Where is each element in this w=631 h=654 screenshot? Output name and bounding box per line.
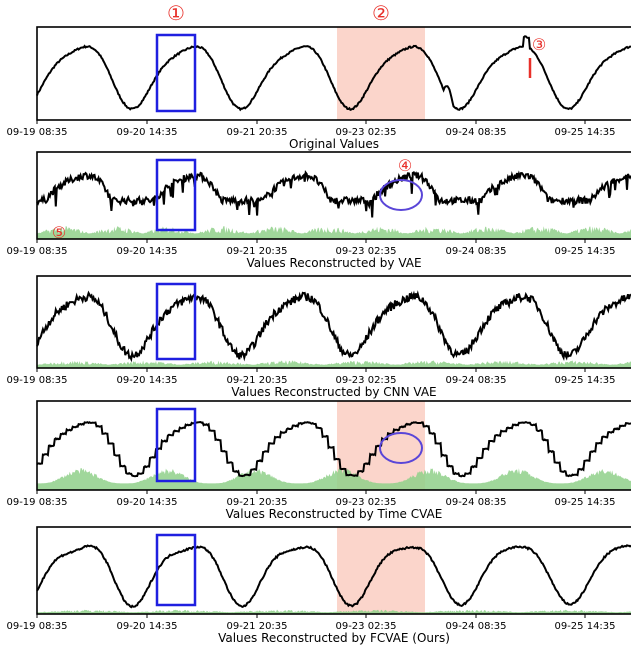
x-tick-label: 09-19 08:35 (6, 621, 67, 632)
highlight-box (155, 282, 197, 361)
marker-m3: ③ (532, 35, 546, 54)
signal-line (36, 420, 631, 478)
x-tick-label: 09-21 20:35 (226, 375, 287, 386)
shaded-region (337, 527, 425, 614)
marker-m2: ② (372, 1, 390, 25)
x-tick-label: 09-20 14:35 (116, 375, 177, 386)
signal-line (36, 35, 631, 112)
x-tick-label: 09-19 08:35 (6, 375, 67, 386)
panel-3: 09-19 08:35 09-20 14:35 09-21 20:35 09-23 0… (6, 275, 631, 399)
highlight-box (155, 533, 197, 607)
axes-frame (36, 526, 631, 615)
x-tick-label: 09-24 08:35 (445, 621, 506, 632)
panel-caption: Values Reconstructed by VAE (246, 256, 421, 270)
x-tick-label: 09-21 20:35 (226, 127, 287, 138)
signal-line (36, 170, 631, 218)
x-tick-label: 09-20 14:35 (116, 621, 177, 632)
error-area (37, 468, 631, 490)
x-tick-label: 09-25 14:35 (554, 246, 615, 257)
x-tick-label: 09-19 08:35 (6, 497, 67, 508)
panel-5: 09-19 08:35 09-20 14:35 09-21 20:35 09-23 0… (6, 526, 631, 645)
highlight-box (155, 158, 197, 232)
panel-4: 09-19 08:35 09-20 14:35 09-21 20:35 09-23 0… (6, 400, 631, 521)
signal-line (36, 544, 631, 609)
panel-caption: Values Reconstructed by Time CVAE (226, 507, 443, 521)
x-tick-label: 09-21 20:35 (226, 621, 287, 632)
x-tick-label: 09-21 20:35 (226, 246, 287, 257)
x-tick-label: 09-24 08:35 (445, 375, 506, 386)
x-tick-label: 09-19 08:35 (6, 246, 67, 257)
signal-line (36, 290, 631, 363)
x-tick-label: 09-23 02:35 (335, 497, 396, 508)
error-area (37, 609, 631, 614)
marker-m1: ① (167, 1, 185, 25)
x-tick-label: 09-20 14:35 (116, 127, 177, 138)
error-area (37, 360, 631, 368)
x-tick-label: 09-23 02:35 (335, 246, 396, 257)
x-tick-label: 09-24 08:35 (445, 127, 506, 138)
highlight-box (155, 407, 197, 483)
panel-caption: Values Reconstructed by CNN VAE (231, 385, 436, 399)
x-tick-label: 09-23 02:35 (335, 127, 396, 138)
x-tick-label: 09-20 14:35 (116, 246, 177, 257)
panel-caption: Values Reconstructed by FCVAE (Ours) (218, 631, 450, 645)
marker-m5: ⑤ (52, 223, 66, 242)
x-tick-label: 09-24 08:35 (445, 246, 506, 257)
axes-frame (36, 151, 631, 240)
x-tick-label: 09-19 08:35 (6, 127, 67, 138)
axes-frame (36, 275, 631, 369)
x-tick-label: 09-23 02:35 (335, 375, 396, 386)
axes-frame (36, 400, 631, 491)
panel-1: 09-19 08:35 09-20 14:35 09-21 20:35 09-23 0… (6, 26, 631, 151)
x-tick-label: 09-23 02:35 (335, 621, 396, 632)
error-area (37, 226, 631, 239)
x-tick-label: 09-25 14:35 (554, 497, 615, 508)
x-tick-label: 09-24 08:35 (445, 497, 506, 508)
x-tick-label: 09-25 14:35 (554, 127, 615, 138)
x-tick-label: 09-25 14:35 (554, 375, 615, 386)
marker-m4: ④ (398, 156, 412, 175)
x-tick-label: 09-20 14:35 (116, 497, 177, 508)
highlight-ellipse-tcvae (379, 432, 423, 464)
shaded-region (337, 27, 425, 120)
panel-2: 09-19 08:35 09-20 14:35 09-21 20:35 09-23 0… (6, 151, 631, 270)
highlight-ellipse-vae (379, 179, 423, 211)
axes-frame (36, 26, 631, 121)
x-tick-label: 09-21 20:35 (226, 497, 287, 508)
panel-caption: Original Values (289, 137, 379, 151)
x-tick-label: 09-25 14:35 (554, 621, 615, 632)
highlight-box (155, 33, 197, 113)
